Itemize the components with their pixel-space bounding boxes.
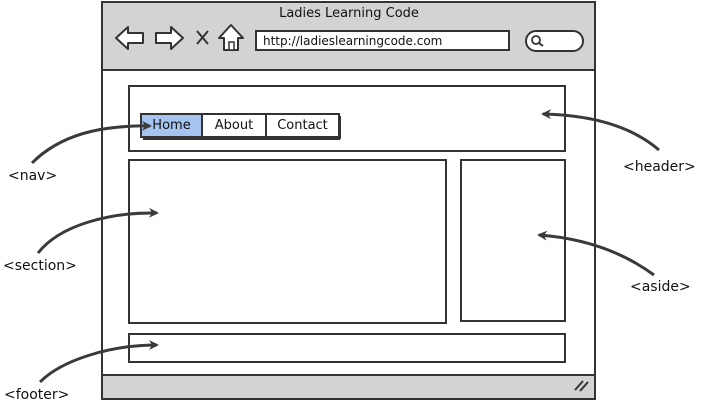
- search-icon[interactable]: [525, 30, 584, 52]
- section-annotation: <section>: [3, 258, 77, 274]
- resize-grip-icon[interactable]: [574, 380, 589, 392]
- aside-annotation: <aside>: [630, 279, 691, 295]
- nav-arrow: [30, 120, 152, 165]
- url-bar-frame[interactable]: [255, 30, 510, 51]
- home-icon[interactable]: [218, 24, 244, 51]
- back-arrow-icon[interactable]: [115, 26, 144, 50]
- footer-arrow: [38, 340, 159, 384]
- forward-arrow-icon[interactable]: [155, 26, 184, 50]
- close-icon[interactable]: [196, 30, 209, 45]
- browser-statusbar: [103, 375, 594, 398]
- url-text[interactable]: http://ladieslearningcode.com: [263, 34, 443, 48]
- section-arrow: [36, 207, 159, 254]
- header-box: [128, 85, 566, 152]
- nav-item-contact[interactable]: Contact: [277, 118, 328, 133]
- browser-title: Ladies Learning Code: [279, 6, 419, 21]
- aside-arrow: [537, 230, 655, 277]
- header-arrow: [541, 109, 660, 152]
- header-annotation: <header>: [623, 159, 696, 175]
- footer-annotation: <footer>: [4, 387, 70, 403]
- nav-annotation: <nav>: [8, 168, 58, 184]
- nav-item-about[interactable]: About: [214, 118, 254, 133]
- aside-box: [460, 159, 566, 322]
- nav-item-home[interactable]: Home: [152, 118, 191, 133]
- section-box: [128, 159, 447, 324]
